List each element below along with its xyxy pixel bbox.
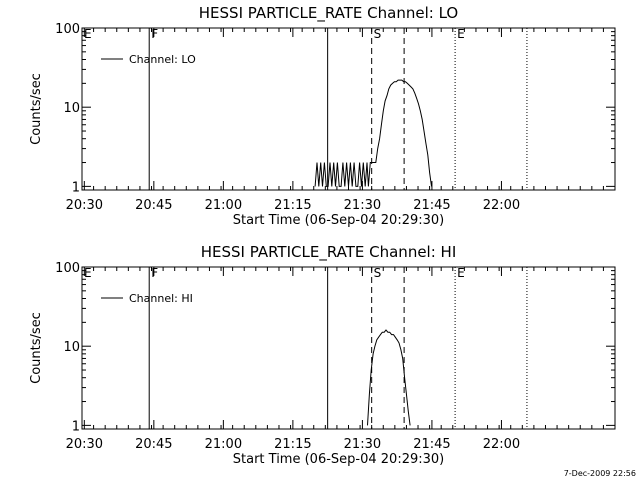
x-axis-label: Start Time (06-Sep-04 20:29:30)	[233, 213, 444, 228]
legend-entry: Channel: HI	[129, 292, 193, 305]
y-tick-label: 100	[55, 22, 80, 37]
series-line-channel-lo	[314, 79, 432, 187]
event-marker-label: E	[457, 266, 465, 280]
chart-panel-1: HESSI PARTICLE_RATE Channel: LO 1 10 100 20:…	[29, 4, 616, 228]
event-marker-label: E	[457, 27, 465, 41]
event-marker-label: S	[374, 27, 382, 41]
event-marker-label: F	[151, 266, 158, 280]
chart-panel-2: HESSI PARTICLE_RATE Channel: HI 1 10 100 20:…	[29, 243, 616, 467]
timestamp-label: 7-Dec-2009 22:56	[564, 469, 636, 478]
x-tick-label: 20:30	[66, 437, 103, 452]
series-line-channel-hi	[367, 329, 411, 426]
legend-entry: Channel: LO	[129, 53, 196, 66]
x-tick-label: 20:45	[135, 437, 172, 452]
y-tick-label: 10	[63, 340, 80, 355]
event-marker-label: S	[374, 266, 382, 280]
chart-title: HESSI PARTICLE_RATE Channel: LO	[199, 4, 458, 23]
x-tick-label: 22:00	[483, 198, 520, 213]
x-tick-label: 21:15	[274, 437, 311, 452]
event-marker-label: E	[84, 27, 92, 41]
y-tick-label: 100	[55, 261, 80, 276]
x-tick-label: 21:30	[344, 198, 381, 213]
chart-title: HESSI PARTICLE_RATE Channel: HI	[201, 243, 457, 262]
y-axis-label: Counts/sec	[29, 312, 44, 384]
x-tick-label: 21:30	[344, 437, 381, 452]
event-marker-label: F	[151, 27, 158, 41]
y-axis-label: Counts/sec	[29, 73, 44, 145]
x-tick-label: 20:30	[66, 198, 103, 213]
y-tick-label: 1	[72, 419, 80, 434]
x-tick-label: 20:45	[135, 198, 172, 213]
x-tick-label: 21:15	[274, 198, 311, 213]
x-tick-label: 22:00	[483, 437, 520, 452]
y-tick-label: 1	[72, 180, 80, 195]
x-tick-label: 21:45	[413, 437, 450, 452]
x-tick-label: 21:00	[205, 198, 242, 213]
y-tick-label: 10	[63, 101, 80, 116]
x-axis-label: Start Time (06-Sep-04 20:29:30)	[233, 452, 444, 467]
x-tick-label: 21:45	[413, 198, 450, 213]
x-tick-label: 21:00	[205, 437, 242, 452]
event-marker-label: E	[84, 266, 92, 280]
